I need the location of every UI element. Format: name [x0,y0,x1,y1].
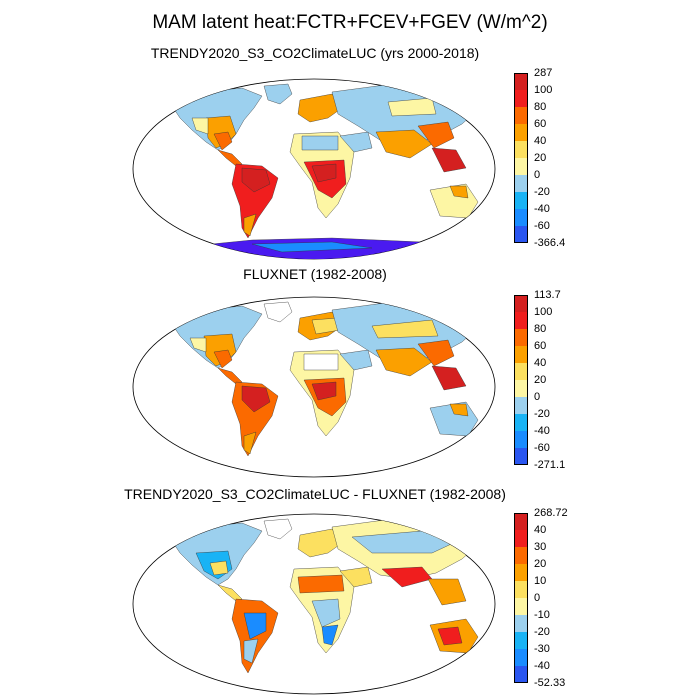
colorbar-label: 100 [534,306,553,318]
colorbar-label: 10 [534,575,547,587]
colorbar-label: 287 [534,67,553,79]
panel-1-colorbar: 287 100 80 60 40 20 0 -20 -40 -60 -366.4 [514,68,565,249]
colorbar-label: 40 [534,524,547,536]
colorbar-label: 20 [534,558,547,570]
panel-1-map [132,78,496,260]
colorbar-label: 0 [534,169,541,181]
colorbar-label: -20 [534,408,550,420]
colorbar-label: 0 [534,592,541,604]
europe [297,528,343,558]
figure-title: MAM latent heat:FCTR+FCEV+FGEV (W/m^2) [152,12,548,33]
colorbar-label: -10 [534,609,550,621]
colorbar-label: 20 [534,152,547,164]
greenland [263,518,293,540]
panel-2-title: FLUXNET (1982-2008) [243,266,387,282]
colorbar-label: 268.72 [534,507,568,519]
colorbar-label: -60 [534,442,550,454]
colorbar-label: -52.33 [534,677,566,689]
panel-1-title: TRENDY2020_S3_CO2ClimateLUC (yrs 2000-20… [150,45,480,61]
colorbar-label: 100 [534,84,553,96]
colorbar-label: 80 [534,101,547,113]
colorbar-label: -271.1 [534,459,566,471]
colorbar-label: 113.7 [534,289,561,301]
panel-3-title: TRENDY2020_S3_CO2ClimateLUC - FLUXNET (1… [124,486,506,502]
colorbar-label: -20 [534,186,550,198]
panel-2-colorbar: 113.7 100 80 60 40 20 0 -20 -40 -60 -271… [514,290,565,471]
colorbar-label: 60 [534,340,547,352]
colorbar-label: 80 [534,323,547,335]
colorbar-label: -30 [534,643,550,655]
colorbar-label: 40 [534,135,547,147]
colorbar-label: -366.4 [534,237,566,249]
colorbar-label: 60 [534,118,547,130]
colorbar-label: 0 [534,391,541,403]
panel-3-colorbar: 268.72 40 30 20 10 0 -10 -20 -30 -40 -52… [514,508,568,689]
colorbar-label: -20 [534,626,550,638]
greenland [263,301,293,323]
colorbar-label: 30 [534,541,547,553]
colorbar-label: -40 [534,203,550,215]
panel-3-map [132,513,496,695]
greenland [263,83,293,105]
colorbar-label: -40 [534,660,550,672]
colorbar-label: 20 [534,374,547,386]
colorbar-label: 40 [534,357,547,369]
europe [297,93,343,123]
colorbar-label: -60 [534,220,550,232]
panel-2-map [132,296,496,478]
colorbar-label: -40 [534,425,550,437]
